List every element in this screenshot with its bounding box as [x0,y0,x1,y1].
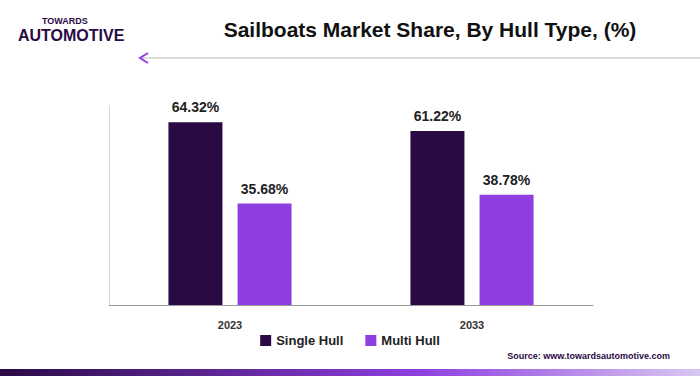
svg-text:Source: www.towardsautomotive.: Source: www.towardsautomotive.com [507,351,670,361]
svg-text:TOWARDS: TOWARDS [42,16,88,26]
svg-text:Sailboats Market Share, By Hul: Sailboats Market Share, By Hull Type, (%… [224,18,637,41]
svg-text:AUTOMOTIVE: AUTOMOTIVE [18,27,125,44]
svg-text:38.78%: 38.78% [483,172,531,188]
svg-text:Single Hull: Single Hull [276,333,343,348]
svg-text:61.22%: 61.22% [414,108,462,124]
svg-text:64.32%: 64.32% [172,99,220,115]
svg-text:Multi Hull: Multi Hull [381,333,440,348]
svg-text:35.68%: 35.68% [241,181,289,197]
svg-text:2033: 2033 [460,319,484,331]
svg-text:2023: 2023 [218,319,242,331]
